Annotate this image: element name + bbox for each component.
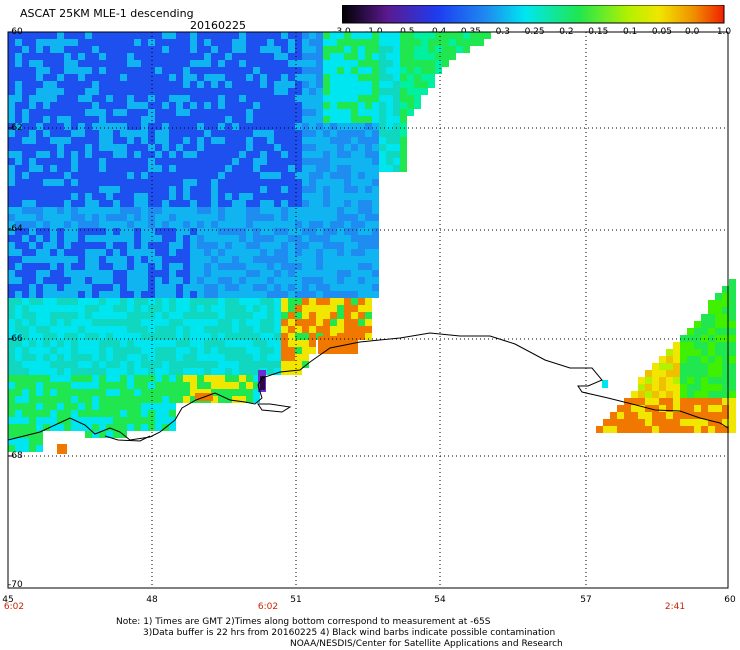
time-label-2: 6:02 (257, 602, 279, 612)
map-title: ASCAT 25KM MLE-1 descending (20, 7, 194, 20)
lat-label-70: -70 (8, 580, 23, 590)
lat-label-66: -66 (8, 334, 23, 344)
lon-label-60: 60 (724, 595, 736, 605)
note-line-3: NOAA/NESDIS/Center for Satellite Applica… (290, 639, 563, 649)
lat-label-64: -64 (8, 224, 23, 234)
map-date: 20160225 (190, 19, 246, 32)
map-frame (7, 31, 729, 589)
coastline-island (257, 403, 292, 413)
lon-label-51: 51 (290, 595, 302, 605)
lon-label-45: 45 (2, 595, 14, 605)
color-scale-bar (342, 5, 725, 24)
coastline (7, 332, 729, 441)
graticule-grid (8, 31, 728, 589)
lon-label-54: 54 (434, 595, 446, 605)
lat-label-68: -68 (8, 451, 23, 461)
note-line-1: Note: 1) Times are GMT 2)Times along bot… (116, 617, 491, 627)
lon-label-57: 57 (580, 595, 592, 605)
lat-label-60: -60 (8, 27, 23, 37)
time-label-1: 6:02 (3, 602, 25, 612)
lon-label-48: 48 (146, 595, 158, 605)
wind-data-field (8, 32, 736, 454)
note-line-2: 3)Data buffer is 22 hrs from 20160225 4)… (143, 628, 556, 638)
coastline-bay (104, 435, 151, 442)
time-label-3: 2:41 (664, 602, 686, 612)
lat-label-62: -62 (8, 123, 23, 133)
